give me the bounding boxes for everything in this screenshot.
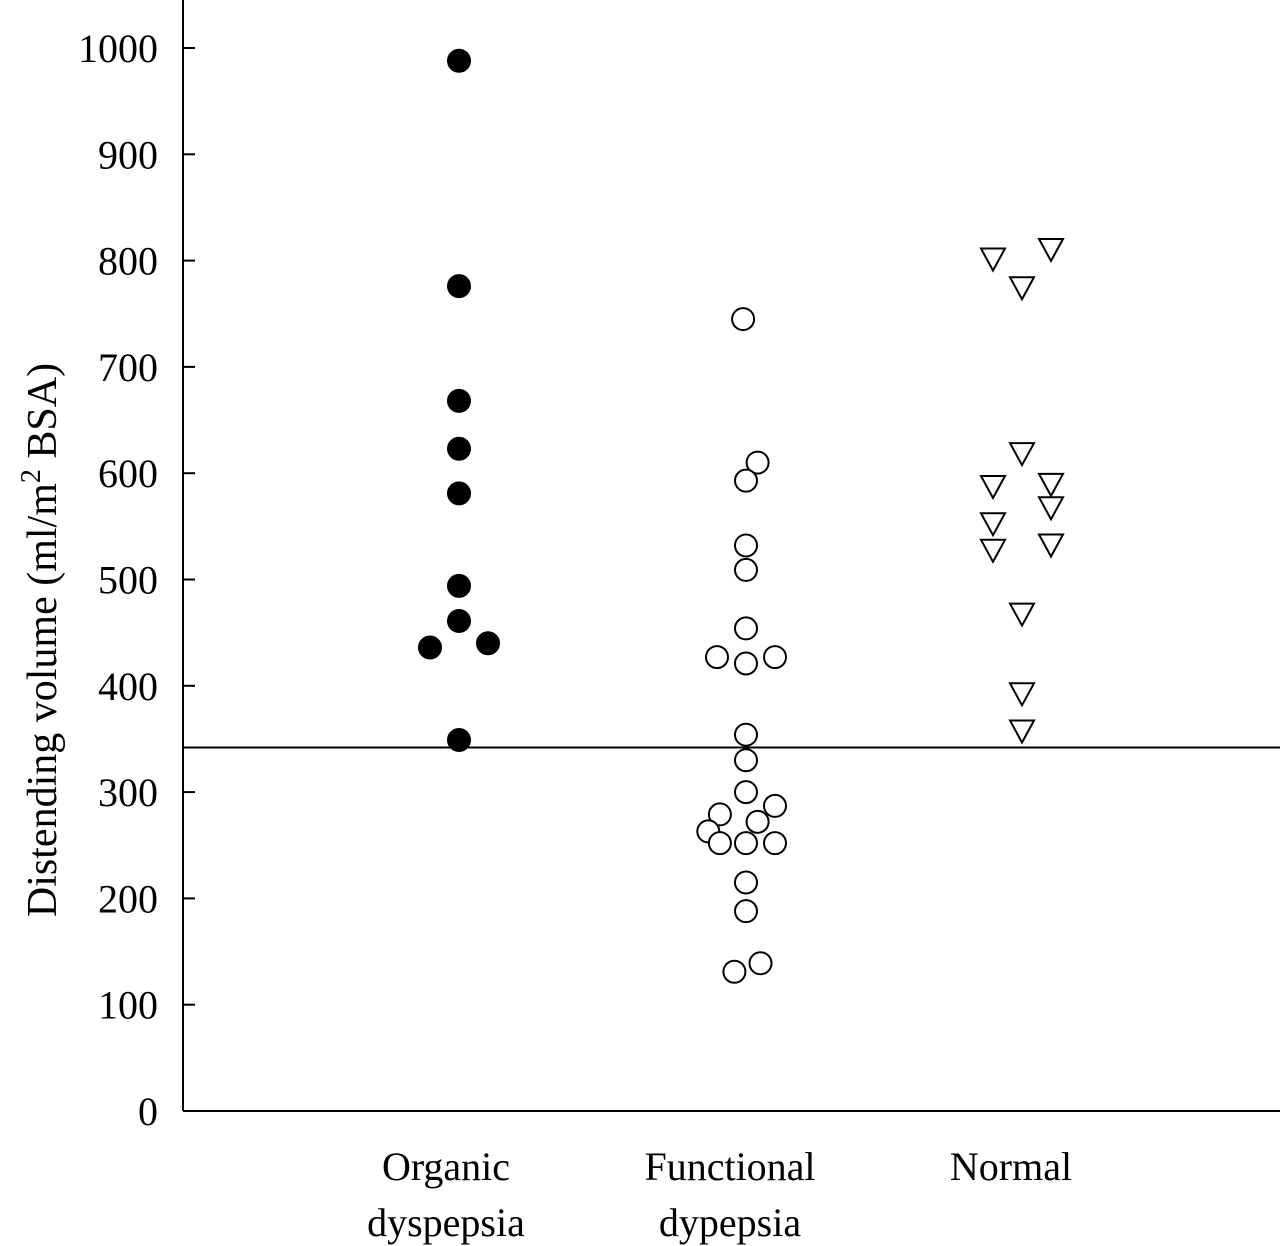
data-point-open-circle	[734, 831, 758, 856]
data-point-open-triangle	[979, 512, 1007, 538]
y-tick-label: 700	[98, 345, 158, 390]
data-point-open-circle	[705, 645, 729, 670]
data-point-filled-circle	[447, 48, 471, 73]
data-point-filled-circle	[476, 631, 500, 656]
category-label-line1: Organic	[382, 1144, 510, 1189]
y-tick-label: 900	[98, 132, 158, 177]
y-tick-label: 100	[98, 983, 158, 1028]
data-point-open-circle	[734, 533, 758, 558]
data-point-open-triangle	[979, 475, 1007, 501]
data-point-open-circle	[763, 645, 787, 670]
y-tick-label: 1000	[78, 26, 158, 71]
y-axis-title-main: Distending volume (ml/m	[20, 483, 66, 917]
data-point-open-triangle	[1008, 682, 1036, 708]
data-point-open-triangle	[979, 538, 1007, 564]
data-point-open-triangle	[979, 247, 1007, 273]
y-tick-label: 400	[98, 664, 158, 709]
data-point-open-circle	[763, 831, 787, 856]
data-point-open-triangle	[1037, 472, 1065, 498]
data-point-open-circle	[734, 748, 758, 773]
data-point-open-circle	[748, 951, 773, 976]
data-point-filled-circle	[418, 635, 442, 660]
data-point-open-circle	[734, 468, 758, 493]
data-point-open-triangle	[1037, 237, 1065, 264]
data-point-open-triangle	[1008, 602, 1036, 628]
data-point-open-circle	[745, 450, 770, 475]
y-tick-label: 300	[98, 770, 158, 815]
category-label-line2: dyspepsia	[367, 1200, 525, 1245]
data-point-filled-circle	[447, 481, 471, 506]
data-point-open-circle	[734, 780, 758, 805]
y-tick-label: 200	[98, 876, 158, 921]
data-points	[418, 48, 1065, 984]
data-point-open-triangle	[1008, 442, 1036, 468]
data-point-open-circle	[745, 809, 770, 834]
y-axis-title-superscript: 2	[16, 469, 47, 483]
data-point-open-circle	[734, 557, 758, 582]
y-axis-title-suffix: BSA)	[20, 363, 66, 469]
y-ticks: 0 100 200 300 400 500 600 700 800 900 1000	[78, 26, 195, 1134]
y-tick-label: 600	[98, 451, 158, 496]
y-tick-label: 800	[98, 239, 158, 284]
data-point-open-circle	[707, 831, 732, 856]
data-point-filled-circle	[447, 388, 471, 413]
data-point-open-triangle	[1008, 719, 1036, 745]
data-point-open-triangle	[1037, 533, 1065, 559]
data-point-open-circle	[734, 870, 758, 895]
data-point-open-circle	[763, 793, 787, 818]
y-tick-label: 0	[138, 1089, 158, 1134]
data-point-filled-circle	[447, 728, 471, 753]
data-point-filled-circle	[447, 436, 471, 461]
data-point-open-triangle	[1008, 276, 1036, 302]
category-labels: Organic dyspepsia Functional dypepsia Normal	[367, 1144, 1072, 1245]
data-point-open-circle	[722, 959, 747, 984]
data-point-open-circle	[734, 616, 758, 641]
data-point-filled-circle	[447, 274, 471, 299]
axes	[182, 0, 1280, 1112]
category-label-line1: Normal	[950, 1144, 1072, 1189]
data-point-open-circle	[734, 722, 758, 747]
data-point-open-circle	[734, 899, 758, 924]
data-point-filled-circle	[447, 573, 471, 598]
data-point-open-triangle	[1037, 496, 1065, 522]
data-point-open-circle	[707, 802, 732, 827]
data-point-filled-circle	[447, 608, 471, 633]
category-label-line2: dypepsia	[659, 1200, 801, 1245]
category-label-line1: Functional	[644, 1144, 815, 1189]
data-point-open-circle	[734, 651, 758, 676]
data-point-open-circle	[731, 307, 756, 332]
y-tick-label: 500	[98, 558, 158, 603]
y-axis-title: Distending volume (ml/m2 BSA)	[16, 363, 66, 917]
